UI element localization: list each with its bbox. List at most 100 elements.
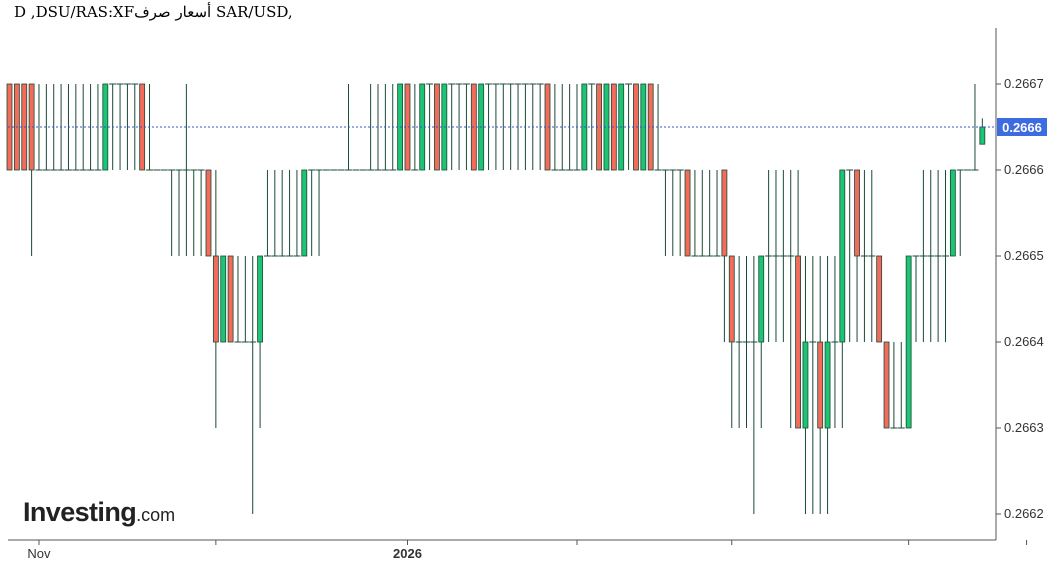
candle	[588, 83, 596, 170]
candle	[35, 84, 43, 171]
candle-body-up	[758, 255, 765, 343]
candle	[301, 169, 308, 257]
logo-main-text: Investing	[23, 497, 137, 527]
candle-body-down	[795, 255, 801, 429]
candle-body-up	[220, 255, 227, 343]
candle	[971, 84, 979, 171]
candle	[809, 256, 817, 514]
candle	[558, 84, 566, 171]
candle	[912, 255, 920, 342]
candle	[492, 83, 500, 170]
candle	[234, 256, 242, 343]
candle	[691, 170, 699, 257]
candle	[854, 169, 860, 342]
candle	[28, 83, 35, 256]
candle	[728, 255, 735, 428]
candles-layer	[6, 83, 986, 514]
candle	[205, 169, 212, 257]
candle	[212, 170, 219, 428]
candle	[263, 170, 271, 257]
y-tick-label: 0.2664	[1004, 334, 1044, 349]
candle	[919, 170, 927, 342]
candle	[949, 169, 956, 257]
candle	[175, 169, 183, 256]
x-tick-label: Nov	[27, 546, 51, 561]
candle	[824, 256, 831, 514]
candle-body-down	[721, 169, 728, 257]
candle	[846, 169, 854, 342]
candle-body-down	[883, 341, 890, 429]
candle	[676, 169, 684, 256]
candle-body-up	[301, 169, 308, 257]
candle-body-up	[949, 169, 956, 257]
candle	[905, 255, 912, 429]
candle-body-up	[257, 255, 263, 343]
candle	[278, 170, 286, 257]
candle	[883, 341, 890, 429]
candle	[308, 169, 316, 256]
candle-body-down	[684, 169, 691, 257]
chart-title: D ,DSU/RAS:XFأسعار صرف SAR/USD,	[14, 3, 293, 21]
candle	[706, 170, 714, 257]
candle	[890, 342, 898, 429]
candle	[315, 169, 323, 256]
candle	[860, 170, 868, 342]
candle	[868, 170, 876, 342]
current-price-tag	[997, 118, 1047, 136]
candle	[87, 84, 95, 171]
candle	[257, 255, 263, 428]
candle	[765, 170, 773, 342]
candle	[817, 256, 824, 514]
candle	[182, 84, 190, 256]
candle	[713, 170, 721, 257]
candle	[499, 83, 507, 170]
candle	[241, 256, 249, 343]
candle-body-down	[728, 255, 735, 343]
candle	[927, 170, 935, 342]
candle-body-down	[876, 255, 883, 343]
investing-logo: Investing.com	[23, 497, 175, 528]
candle	[455, 83, 463, 170]
candle	[293, 170, 301, 257]
x-tick-label: 2026	[393, 546, 422, 561]
candle-body-up	[839, 169, 846, 343]
candle	[897, 342, 905, 429]
candle	[979, 118, 986, 145]
current-price-layer: 0.2666	[8, 118, 1047, 136]
candle	[514, 83, 522, 170]
candle-body-up	[979, 126, 986, 145]
candle	[411, 84, 419, 171]
candle	[839, 169, 846, 428]
candle	[131, 83, 139, 170]
candle	[197, 169, 205, 256]
candle	[79, 84, 87, 171]
logo-domain-text: .com	[136, 505, 176, 525]
candle	[249, 256, 257, 514]
y-tick-label: 0.2662	[1004, 506, 1044, 521]
candle	[743, 256, 750, 428]
candle	[448, 83, 456, 170]
candle	[956, 169, 964, 256]
y-tick-marks: 0.2667 0.2666 0.2665 0.2664 0.2663 0.2662 Nov 2…	[27, 76, 1043, 561]
candle	[779, 170, 787, 342]
candle	[507, 83, 515, 170]
candle-body-up	[905, 255, 912, 429]
candle	[367, 84, 375, 171]
candle	[42, 84, 50, 171]
candle	[271, 170, 279, 257]
candle	[795, 170, 801, 429]
candle	[876, 255, 883, 343]
candle	[750, 256, 758, 514]
y-tick-label: 0.2666	[1004, 162, 1044, 177]
candle	[831, 256, 839, 428]
candle	[758, 255, 765, 428]
candle	[72, 84, 80, 171]
candle	[698, 170, 706, 257]
current-price-label: 0.2666	[1002, 120, 1042, 135]
candle-body-down	[205, 169, 212, 257]
candle	[190, 169, 198, 256]
y-tick-label: 0.2665	[1004, 248, 1044, 263]
candle	[669, 169, 677, 256]
candle-body-up	[802, 341, 809, 429]
